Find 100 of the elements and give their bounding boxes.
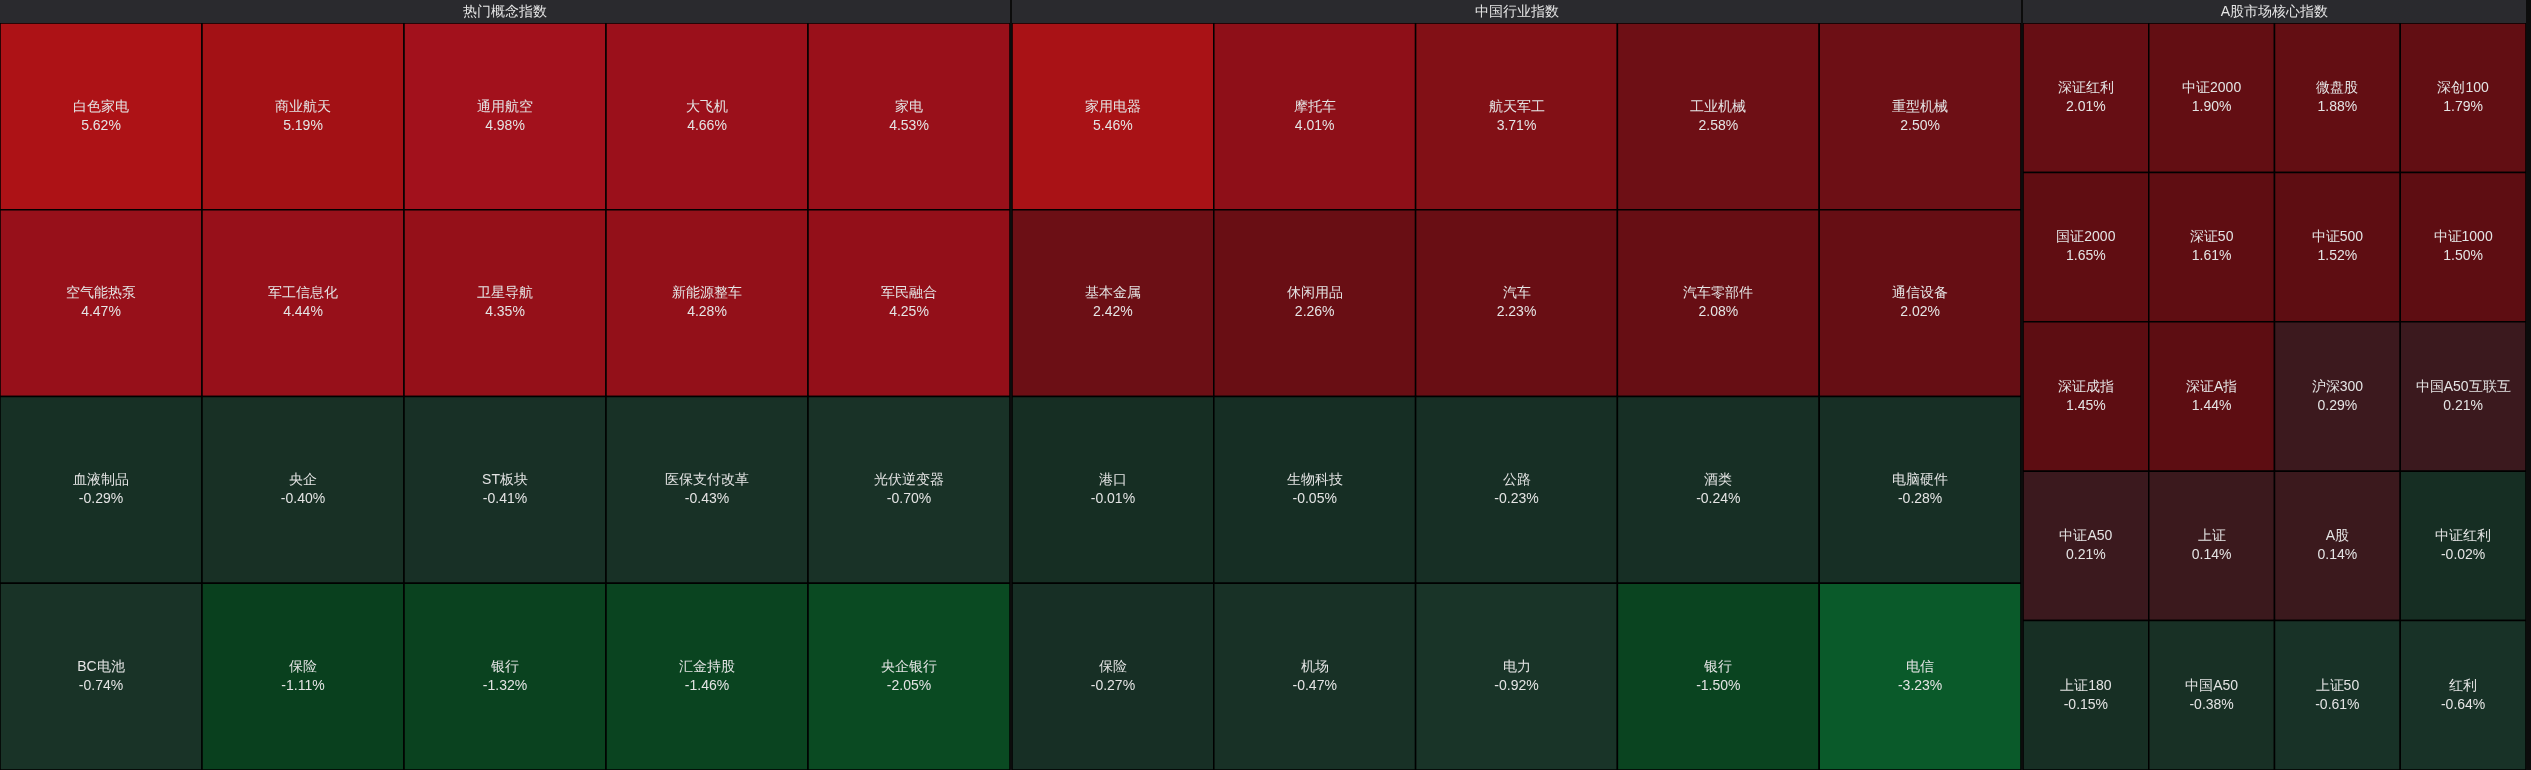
data-label: 0.21% xyxy=(2443,396,2483,413)
category-label: A股 xyxy=(2325,527,2350,544)
data-label: 1.44% xyxy=(2191,396,2232,413)
category-label: 中国A50互联互 xyxy=(2415,377,2511,394)
data-label: -0.05% xyxy=(1292,490,1337,507)
category-label: 沪深300 xyxy=(2311,377,2364,394)
data-label: -0.01% xyxy=(1090,490,1136,507)
category-label: 上证180 xyxy=(2060,676,2112,693)
category-label: 保险 xyxy=(1098,657,1127,674)
data-label: 2.26% xyxy=(1294,303,1335,320)
data-label: -1.46% xyxy=(684,676,730,693)
data-label: -0.41% xyxy=(482,490,528,507)
data-label: -2.05% xyxy=(886,676,932,693)
data-label: 2.23% xyxy=(1496,303,1537,320)
data-label: -1.11% xyxy=(281,676,325,693)
category-label: 深证红利 xyxy=(2057,79,2114,96)
data-label: 4.66% xyxy=(687,116,727,133)
category-label: 保险 xyxy=(289,657,317,674)
category-label: 银行 xyxy=(490,657,519,674)
data-label: 1.52% xyxy=(2317,247,2358,264)
category-label: 国证2000 xyxy=(2056,228,2116,245)
category-label: 银行 xyxy=(1703,657,1733,674)
category-label: ST板块 xyxy=(482,471,528,488)
category-label: 央企 xyxy=(289,471,317,488)
data-label: 3.71% xyxy=(1496,116,1537,133)
data-label: 0.29% xyxy=(2317,396,2358,413)
data-label: -0.40% xyxy=(280,490,326,507)
category-label: 摩托车 xyxy=(1293,97,1336,114)
data-label: 4.98% xyxy=(485,116,525,133)
data-label: 1.50% xyxy=(2443,247,2483,264)
data-label: 0.14% xyxy=(2191,546,2232,563)
data-label: -0.47% xyxy=(1292,676,1337,693)
category-label: 电脑硬件 xyxy=(1892,471,1949,488)
data-label: 5.62% xyxy=(81,116,121,133)
data-label: -0.27% xyxy=(1090,676,1136,693)
category-label: 汽车零部件 xyxy=(1683,284,1754,301)
data-label: -0.43% xyxy=(684,490,730,507)
category-label: 电力 xyxy=(1502,657,1531,674)
data-label: -0.64% xyxy=(2440,695,2486,712)
category-label: 汽车 xyxy=(1502,284,1531,301)
data-label: -0.28% xyxy=(1897,490,1943,507)
category-label: 中证A50 xyxy=(2059,527,2113,544)
category-label: 上证 xyxy=(2197,527,2226,544)
category-label: 通用航空 xyxy=(477,97,533,114)
data-label: 1.79% xyxy=(2443,98,2483,115)
data-label: 1.90% xyxy=(2191,98,2232,115)
category-label: 军民融合 xyxy=(881,284,937,301)
category-label: BC电池 xyxy=(77,657,125,674)
data-label: 2.42% xyxy=(1093,303,1133,320)
text: 热门概念指数 xyxy=(463,3,547,19)
data-label: 1.88% xyxy=(2317,98,2358,115)
data-label: -0.15% xyxy=(2063,695,2109,712)
data-label: 5.46% xyxy=(1093,116,1133,133)
category-label: 基本金属 xyxy=(1084,284,1141,301)
data-label: 2.50% xyxy=(1900,116,1940,133)
category-label: 港口 xyxy=(1098,471,1127,488)
category-label: 深证成指 xyxy=(2057,377,2114,394)
category-label: 酒类 xyxy=(1704,471,1733,488)
data-label: -0.70% xyxy=(886,490,932,507)
text: 中国行业指数 xyxy=(1474,3,1559,19)
category-label: 商业航天 xyxy=(275,97,331,114)
data-label: -3.23% xyxy=(1897,676,1943,693)
data-label: 2.01% xyxy=(2066,98,2106,115)
text: A股市场核心指数 xyxy=(2220,3,2329,19)
category-label: 卫星导航 xyxy=(477,284,533,301)
category-label: 休闲用品 xyxy=(1286,284,1343,301)
data-label: -0.23% xyxy=(1494,490,1539,507)
category-label: 中证500 xyxy=(2311,228,2364,245)
category-label: 医保支付改革 xyxy=(665,471,749,488)
data-label: 2.08% xyxy=(1698,303,1739,320)
data-label: 0.21% xyxy=(2066,546,2106,563)
category-label: 深证50 xyxy=(2189,228,2234,245)
category-label: 光伏逆变器 xyxy=(874,471,944,488)
data-label: 4.28% xyxy=(687,303,727,320)
category-label: 军工信息化 xyxy=(268,284,338,301)
data-label: 4.47% xyxy=(81,303,121,320)
data-label: 4.35% xyxy=(485,303,525,320)
category-label: 汇金持股 xyxy=(679,657,735,674)
data-label: 1.65% xyxy=(2066,247,2106,264)
data-label: 4.53% xyxy=(889,116,929,133)
data-label: -1.50% xyxy=(1696,676,1741,693)
category-label: 新能源整车 xyxy=(672,284,742,301)
category-label: 机场 xyxy=(1300,657,1329,674)
data-label: -0.74% xyxy=(78,676,124,693)
category-label: 工业机械 xyxy=(1690,97,1747,114)
data-label: 4.01% xyxy=(1294,116,1335,133)
data-label: -0.24% xyxy=(1696,490,1741,507)
category-label: 电信 xyxy=(1906,657,1935,674)
data-label: -1.32% xyxy=(482,676,528,693)
category-label: 微盘股 xyxy=(2316,79,2359,96)
data-label: 4.25% xyxy=(889,303,929,320)
category-label: 深创100 xyxy=(2437,79,2490,96)
category-label: 央企银行 xyxy=(881,657,937,674)
category-label: 生物科技 xyxy=(1286,471,1343,488)
data-label: 5.19% xyxy=(283,116,323,133)
category-label: 红利 xyxy=(2449,676,2478,693)
category-label: 家用电器 xyxy=(1084,97,1141,114)
data-label: -0.02% xyxy=(2440,546,2486,563)
category-label: 中证2000 xyxy=(2182,79,2242,96)
category-label: 大飞机 xyxy=(686,97,728,114)
